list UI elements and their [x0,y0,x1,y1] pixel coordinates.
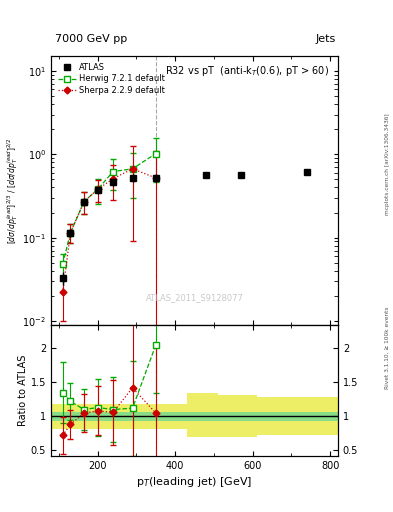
Text: Jets: Jets [316,33,336,44]
Text: mcplots.cern.ch [arXiv:1306.3436]: mcplots.cern.ch [arXiv:1306.3436] [385,113,390,215]
Text: Rivet 3.1.10, ≥ 100k events: Rivet 3.1.10, ≥ 100k events [385,307,390,390]
Text: ATLAS_2011_S9128077: ATLAS_2011_S9128077 [145,293,244,303]
Y-axis label: Ratio to ATLAS: Ratio to ATLAS [18,354,28,426]
Legend: ATLAS, Herwig 7.2.1 default, Sherpa 2.2.9 default: ATLAS, Herwig 7.2.1 default, Sherpa 2.2.… [55,60,168,97]
Y-axis label: $[d\sigma/dp_T^{lead}]^{2/3}$ / $[d\sigma/dp_T^{lead}]^{2/2}$: $[d\sigma/dp_T^{lead}]^{2/3}$ / $[d\sigm… [5,137,20,244]
Text: 7000 GeV pp: 7000 GeV pp [55,33,127,44]
Text: R32 vs pT  (anti-k$_T$(0.6), pT > 60): R32 vs pT (anti-k$_T$(0.6), pT > 60) [165,65,329,78]
X-axis label: p$_T$(leading jet) [GeV]: p$_T$(leading jet) [GeV] [136,475,253,489]
